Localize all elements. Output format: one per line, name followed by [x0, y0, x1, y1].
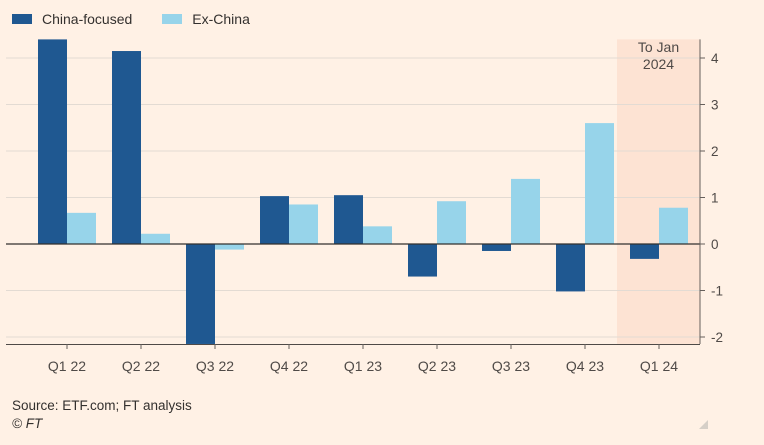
bar-ex-china: [363, 226, 392, 244]
x-tick-label: Q1 24: [640, 358, 678, 374]
y-tick-label: 1: [711, 191, 719, 206]
legend: China-focused Ex-China: [12, 11, 270, 27]
bar-china-focused: [556, 244, 585, 292]
y-tick-label: -2: [711, 330, 723, 345]
x-tick-label: Q2 23: [418, 358, 456, 374]
ft-credit: © FT: [12, 416, 43, 431]
legend-swatch-ex-china: [162, 14, 183, 24]
legend-label-ex-china: Ex-China: [192, 11, 250, 27]
y-tick-label: 2: [711, 144, 719, 159]
highlight-label-line: To Jan: [638, 39, 679, 55]
y-tick-label: -1: [711, 284, 723, 299]
x-tick-label: Q1 23: [344, 358, 382, 374]
legend-item-ex-china: Ex-China: [162, 11, 250, 27]
bar-ex-china: [437, 201, 466, 244]
y-tick-label: 0: [711, 237, 719, 252]
x-tick-label: Q4 22: [270, 358, 308, 374]
bar-ex-china: [659, 207, 688, 244]
bar-china-focused: [334, 195, 363, 244]
x-tick-label: Q3 23: [492, 358, 530, 374]
bar-china-focused: [482, 244, 511, 251]
bar-china-focused: [112, 51, 141, 245]
bar-china-focused: [186, 244, 215, 344]
bar-china-focused: [260, 196, 289, 244]
source-note: Source: ETF.com; FT analysis: [12, 398, 192, 413]
bar-ex-china: [141, 233, 170, 244]
y-tick-label: 4: [711, 51, 719, 66]
x-tick-label: Q1 22: [48, 358, 86, 374]
highlight-band: [617, 39, 700, 344]
x-tick-label: Q3 22: [196, 358, 234, 374]
bar-china-focused: [38, 39, 67, 245]
y-tick-label: 3: [711, 98, 719, 113]
legend-label-china-focused: China-focused: [42, 11, 133, 27]
bar-ex-china: [215, 244, 244, 250]
bar-china-focused: [630, 244, 659, 259]
legend-swatch-china-focused: [12, 14, 32, 24]
x-tick-label: Q2 22: [122, 358, 160, 374]
bar-china-focused: [408, 244, 437, 277]
x-tick-label: Q4 23: [566, 358, 604, 374]
highlight-label-line: 2024: [643, 56, 674, 72]
bar-ex-china: [585, 123, 614, 244]
resize-corner-icon: [699, 420, 708, 429]
legend-item-china-focused: China-focused: [12, 11, 132, 27]
bar-ex-china: [289, 204, 318, 244]
bar-ex-china: [67, 212, 96, 244]
bar-ex-china: [511, 178, 540, 244]
